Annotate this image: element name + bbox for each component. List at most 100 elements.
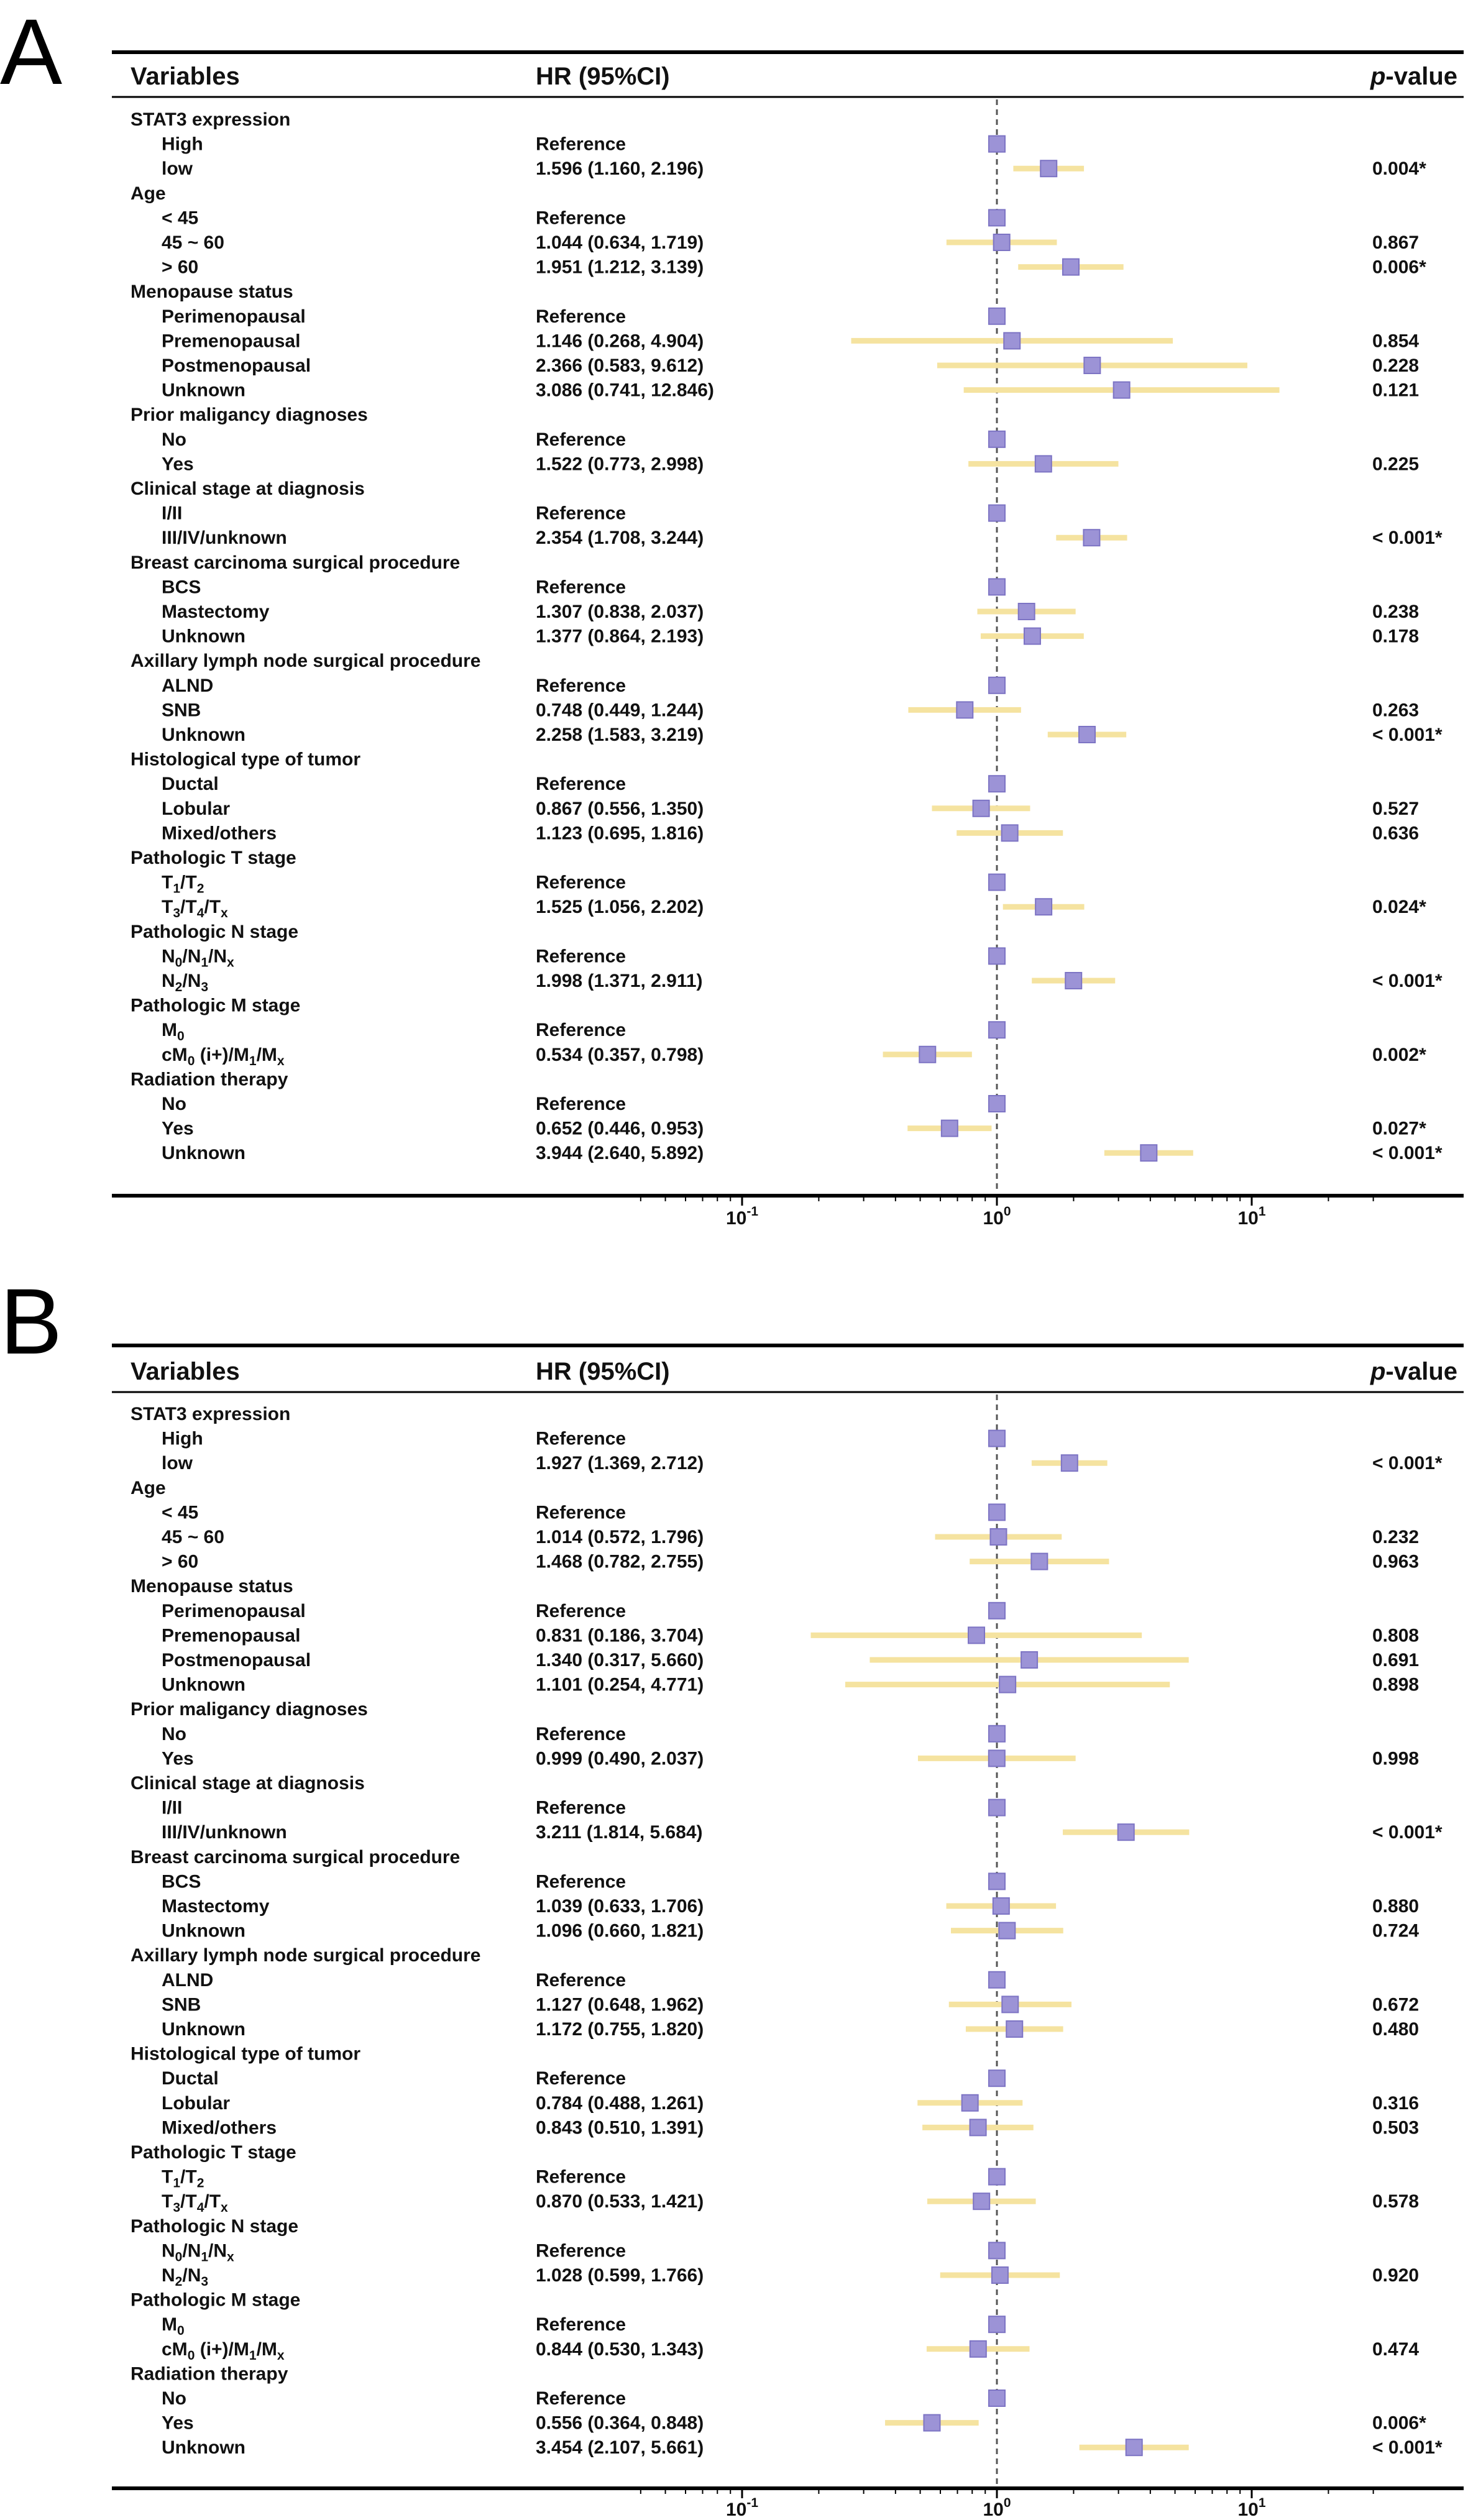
level-row: Yes 0.652 (0.446, 0.953) 0.027* xyxy=(162,1119,1426,1139)
level-label: < 45 xyxy=(162,1502,198,1523)
hr-marker xyxy=(988,1021,1006,1039)
tick-exponent: -1 xyxy=(746,1204,758,1219)
category-row: Prior maligancy diagnoses xyxy=(131,1699,368,1720)
p-value: 0.238 xyxy=(1372,602,1419,622)
hr-text: 1.172 (0.755, 1.820) xyxy=(536,2019,704,2040)
hr-marker xyxy=(988,947,1006,965)
hr-marker xyxy=(1001,1995,1019,2014)
level-label: M0 xyxy=(162,1020,185,1043)
level-label-part: /N xyxy=(182,971,201,991)
hr-marker xyxy=(956,701,974,719)
level-label-part: M xyxy=(162,1020,177,1040)
hr-text: 3.086 (0.741, 12.846) xyxy=(536,380,714,401)
p-value: 0.898 xyxy=(1372,1675,1419,1695)
hr-marker xyxy=(1034,455,1052,473)
level-label: < 45 xyxy=(162,208,198,228)
hr-marker xyxy=(1125,2439,1143,2457)
hr-marker xyxy=(991,2266,1009,2284)
p-value: 0.006* xyxy=(1372,257,1426,278)
hr-text: Reference xyxy=(536,1970,626,1991)
level-row: No Reference xyxy=(162,429,1006,450)
level-label-subscript: 3 xyxy=(173,2201,180,2215)
level-row: low 1.927 (1.369, 2.712) < 0.001* xyxy=(162,1453,1443,1473)
category-label: Histological type of tumor xyxy=(131,2044,360,2064)
category-row: Pathologic N stage xyxy=(131,2216,298,2237)
hr-text: Reference xyxy=(536,2388,626,2409)
level-row: Yes 0.556 (0.364, 0.848) 0.006* xyxy=(162,2413,1426,2434)
level-label: BCS xyxy=(162,577,201,597)
level-label-part: T xyxy=(162,897,173,917)
level-row: Unknown 3.086 (0.741, 12.846) 0.121 xyxy=(162,380,1419,401)
tick-base: 10 xyxy=(1237,1208,1258,1229)
level-row: Postmenopausal 2.366 (0.583, 9.612) 0.228 xyxy=(162,355,1419,376)
level-row: Mastectomy 1.307 (0.838, 2.037) 0.238 xyxy=(162,602,1419,622)
p-value: 0.672 xyxy=(1372,1994,1419,2015)
category-row: Prior maligancy diagnoses xyxy=(131,405,368,425)
level-label-subscript: 4 xyxy=(197,906,204,920)
level-row: N2/N3 1.028 (0.599, 1.766) 0.920 xyxy=(162,2265,1419,2289)
level-label-subscript: 1 xyxy=(173,882,180,896)
level-row: M0 Reference xyxy=(162,2314,1006,2338)
level-row: Unknown 1.377 (0.864, 2.193) 0.178 xyxy=(162,626,1419,647)
hr-marker xyxy=(988,307,1006,325)
hr-marker xyxy=(988,504,1006,522)
p-value: 0.480 xyxy=(1372,2019,1419,2040)
level-label: T3/T4/Tx xyxy=(162,2191,228,2215)
tick-base: 10 xyxy=(1237,2499,1258,2520)
hr-text: Reference xyxy=(536,946,626,966)
panel-letter: A xyxy=(0,0,62,104)
hr-text: 1.101 (0.254, 4.771) xyxy=(536,1675,704,1695)
level-label-subscript: x xyxy=(277,1054,285,1068)
level-label: > 60 xyxy=(162,257,198,278)
hr-marker xyxy=(1065,972,1083,989)
level-label-part: /T xyxy=(180,2167,197,2188)
hr-marker xyxy=(998,1922,1016,1940)
category-label: Axillary lymph node surgical procedure xyxy=(131,651,481,671)
p-value: 0.503 xyxy=(1372,2117,1419,2138)
p-value: 0.263 xyxy=(1372,700,1419,720)
level-label: Premenopausal xyxy=(162,1625,300,1646)
tick-exponent: 1 xyxy=(1259,2496,1266,2510)
level-label-part: cM xyxy=(162,2339,188,2360)
hr-text: 0.534 (0.357, 0.798) xyxy=(536,1045,704,1065)
p-value: 0.316 xyxy=(1372,2093,1419,2114)
header-pvalue-italic: p xyxy=(1370,63,1385,90)
level-label-subscript: 0 xyxy=(177,1029,185,1043)
p-value: < 0.001* xyxy=(1372,528,1443,548)
level-row: low 1.596 (1.160, 2.196) 0.004* xyxy=(162,158,1426,179)
hr-marker xyxy=(1003,332,1021,350)
hr-text: 1.014 (0.572, 1.796) xyxy=(536,1527,704,1547)
hr-text: Reference xyxy=(536,1798,626,1818)
p-value: 0.225 xyxy=(1372,454,1419,474)
hr-text: 0.556 (0.364, 0.848) xyxy=(536,2413,704,2434)
header-pvalue: p-value xyxy=(1370,1358,1457,1385)
hr-text: 2.366 (0.583, 9.612) xyxy=(536,355,704,376)
hr-text: 3.454 (2.107, 5.661) xyxy=(536,2437,704,2458)
hr-text: 1.377 (0.864, 2.193) xyxy=(536,626,704,647)
hr-marker xyxy=(961,2094,979,2112)
hr-text: 1.123 (0.695, 1.816) xyxy=(536,823,704,843)
level-row: T1/T2 Reference xyxy=(162,873,1006,896)
hr-marker xyxy=(988,1601,1006,1620)
level-row: Premenopausal 1.146 (0.268, 4.904) 0.854 xyxy=(162,331,1419,351)
hr-marker xyxy=(988,1872,1006,1890)
forest-panel-a: A Variables HR (95%CI) p-value STAT3 express… xyxy=(0,0,1464,1229)
level-label: Unknown xyxy=(162,2437,245,2458)
hr-text: 1.596 (1.160, 2.196) xyxy=(536,158,704,179)
hr-text: 0.784 (0.488, 1.261) xyxy=(536,2093,704,2114)
level-label: cM0 (i+)/M1/Mx xyxy=(162,2339,285,2363)
level-label: No xyxy=(162,1724,186,1744)
hr-text: Reference xyxy=(536,2314,626,2335)
hr-marker xyxy=(1030,1552,1048,1570)
hr-text: Reference xyxy=(536,1724,626,1744)
p-value: 0.880 xyxy=(1372,1896,1419,1917)
level-label: Lobular xyxy=(162,799,230,819)
level-label-part: (i+)/M xyxy=(195,2339,249,2360)
level-row: M0 Reference xyxy=(162,1020,1006,1043)
level-row: Lobular 0.867 (0.556, 1.350) 0.527 xyxy=(162,799,1419,819)
level-row: Mixed/others 0.843 (0.510, 1.391) 0.503 xyxy=(162,2117,1419,2138)
p-value: < 0.001* xyxy=(1372,1143,1443,1163)
level-row: cM0 (i+)/M1/Mx 0.534 (0.357, 0.798) 0.002* xyxy=(162,1045,1426,1068)
level-row: Unknown 1.101 (0.254, 4.771) 0.898 xyxy=(162,1675,1419,1695)
hr-marker xyxy=(1078,726,1096,743)
